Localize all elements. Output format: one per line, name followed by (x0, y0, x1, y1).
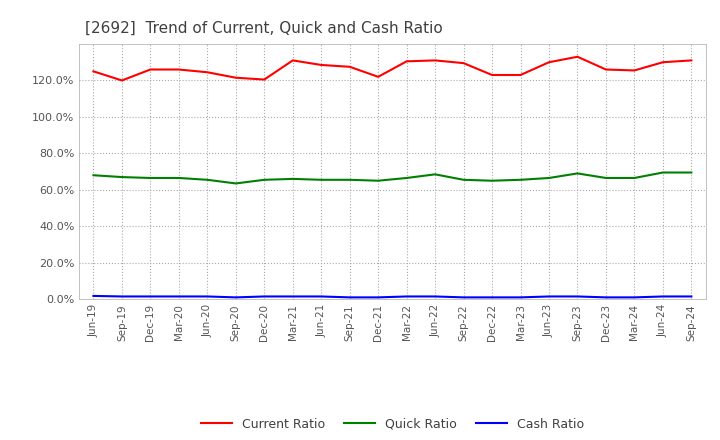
Quick Ratio (573, 171, 582, 176)
Quick Ratio (232, 181, 240, 186)
Quick Ratio (659, 170, 667, 175)
Current Ratio (630, 68, 639, 73)
Current Ratio (346, 64, 354, 70)
Current Ratio (659, 59, 667, 65)
Line: Current Ratio: Current Ratio (94, 57, 691, 81)
Current Ratio (146, 67, 155, 72)
Current Ratio (402, 59, 411, 64)
Quick Ratio (89, 172, 98, 178)
Current Ratio (573, 54, 582, 59)
Cash Ratio (431, 294, 439, 299)
Current Ratio (516, 72, 525, 77)
Cash Ratio (117, 294, 126, 299)
Cash Ratio (659, 294, 667, 299)
Current Ratio (487, 72, 496, 77)
Quick Ratio (289, 176, 297, 182)
Cash Ratio (402, 294, 411, 299)
Cash Ratio (516, 295, 525, 300)
Cash Ratio (232, 295, 240, 300)
Current Ratio (687, 58, 696, 63)
Current Ratio (174, 67, 183, 72)
Cash Ratio (317, 294, 325, 299)
Current Ratio (374, 74, 382, 80)
Current Ratio (459, 60, 468, 66)
Cash Ratio (89, 293, 98, 299)
Quick Ratio (545, 175, 554, 180)
Quick Ratio (260, 177, 269, 183)
Quick Ratio (346, 177, 354, 183)
Cash Ratio (289, 294, 297, 299)
Current Ratio (545, 59, 554, 65)
Quick Ratio (374, 178, 382, 183)
Cash Ratio (487, 295, 496, 300)
Text: [2692]  Trend of Current, Quick and Cash Ratio: [2692] Trend of Current, Quick and Cash … (86, 21, 444, 36)
Current Ratio (602, 67, 611, 72)
Current Ratio (260, 77, 269, 82)
Cash Ratio (203, 294, 212, 299)
Cash Ratio (630, 295, 639, 300)
Line: Cash Ratio: Cash Ratio (94, 296, 691, 297)
Quick Ratio (516, 177, 525, 183)
Current Ratio (431, 58, 439, 63)
Quick Ratio (602, 175, 611, 180)
Current Ratio (232, 75, 240, 81)
Quick Ratio (146, 175, 155, 180)
Quick Ratio (317, 177, 325, 183)
Current Ratio (289, 58, 297, 63)
Quick Ratio (203, 177, 212, 183)
Legend: Current Ratio, Quick Ratio, Cash Ratio: Current Ratio, Quick Ratio, Cash Ratio (196, 413, 589, 436)
Cash Ratio (146, 294, 155, 299)
Cash Ratio (174, 294, 183, 299)
Current Ratio (317, 62, 325, 68)
Quick Ratio (459, 177, 468, 183)
Quick Ratio (117, 174, 126, 180)
Cash Ratio (459, 295, 468, 300)
Cash Ratio (374, 295, 382, 300)
Quick Ratio (687, 170, 696, 175)
Quick Ratio (431, 172, 439, 177)
Cash Ratio (346, 295, 354, 300)
Cash Ratio (602, 295, 611, 300)
Cash Ratio (260, 294, 269, 299)
Current Ratio (117, 78, 126, 83)
Line: Quick Ratio: Quick Ratio (94, 172, 691, 183)
Quick Ratio (630, 175, 639, 180)
Cash Ratio (545, 294, 554, 299)
Quick Ratio (402, 175, 411, 180)
Cash Ratio (573, 294, 582, 299)
Quick Ratio (174, 175, 183, 180)
Quick Ratio (487, 178, 496, 183)
Cash Ratio (687, 294, 696, 299)
Current Ratio (89, 69, 98, 74)
Current Ratio (203, 70, 212, 75)
